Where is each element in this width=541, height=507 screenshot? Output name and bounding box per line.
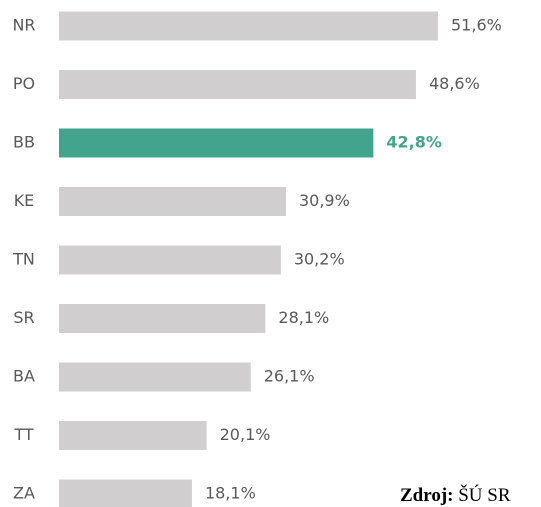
category-label: NR — [12, 16, 35, 35]
value-label: 20,1% — [220, 425, 271, 444]
bar — [59, 245, 281, 275]
category-label: TN — [12, 250, 35, 269]
value-label: 30,2% — [294, 250, 345, 269]
category-label: BA — [13, 367, 35, 386]
bar — [59, 479, 192, 507]
category-label: BB — [13, 133, 35, 152]
value-label: 18,1% — [205, 484, 256, 503]
bar — [59, 187, 286, 216]
value-label: 51,6% — [451, 16, 502, 35]
bar — [59, 421, 207, 450]
category-label: ZA — [13, 484, 35, 503]
category-label: KE — [14, 191, 35, 210]
value-label: 26,1% — [264, 367, 315, 386]
value-label: 42,8% — [386, 133, 442, 152]
bar — [59, 11, 438, 41]
category-label: PO — [13, 74, 35, 93]
value-label: 48,6% — [429, 74, 480, 93]
value-label: 30,9% — [299, 191, 350, 210]
bar — [59, 362, 251, 392]
value-label: 28,1% — [278, 308, 329, 327]
source-label: Zdroj: — [400, 485, 453, 506]
category-label: TT — [13, 425, 33, 444]
category-label: SR — [13, 308, 34, 327]
bar — [59, 128, 374, 158]
bar — [59, 70, 416, 99]
source: Zdroj: ŠÚ SR — [400, 484, 511, 506]
source-text: ŠÚ SR — [458, 484, 511, 506]
bar — [59, 304, 266, 333]
